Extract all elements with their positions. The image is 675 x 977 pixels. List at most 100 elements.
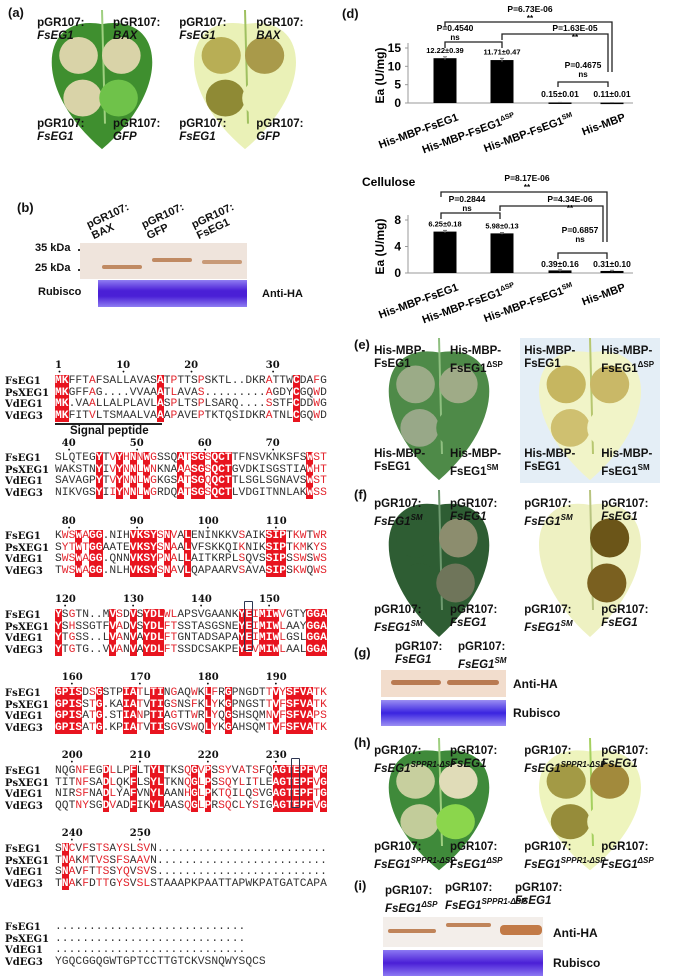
position-number: 50 — [130, 438, 144, 456]
infiltration-lesion — [439, 365, 478, 404]
infiltration-lesion — [400, 563, 439, 603]
infiltration-lesion — [245, 36, 285, 74]
antibody-label: Anti-HA — [262, 288, 303, 300]
sequence-name: PsXEG1 — [5, 542, 50, 554]
sequence-row: TITNFSADLQKFLSYLTKNQGLPSSQYLITLEAGTEPFVG — [55, 776, 327, 789]
leaf-image — [539, 337, 641, 481]
p-value-label: P=0.4675 — [565, 60, 602, 70]
infiltration-lesion — [99, 79, 138, 117]
significance-label: ns — [450, 33, 460, 42]
bar — [548, 102, 572, 104]
construct-label: pGR107: FsEG1 — [450, 604, 498, 629]
infiltration-lesion — [587, 409, 627, 447]
bar — [600, 270, 624, 273]
infiltration-lesion — [439, 763, 478, 799]
sequence-row: SWSWAGG.QNNVKSYPNALLAITKRPLSQVSSIPSSWSWS — [55, 553, 327, 566]
sequence-name: FsEG1 — [5, 844, 41, 855]
significance-bracket — [557, 252, 608, 259]
infiltration-lesion — [396, 763, 435, 799]
sequence-row: NQGNFEGDLLPFLTYLTKSQGVPSSYVATSFQAGTEPFVG — [55, 765, 327, 777]
construct-label: His-MBP- FsEG1 — [374, 345, 426, 371]
infiltration-lesion — [587, 563, 627, 603]
sequence-row: MKFFTAFSALLAVASATPTTSPSKTL..DKRATTWCDAFG — [55, 375, 327, 387]
leaf-image — [194, 9, 296, 150]
infiltration-lesion — [439, 518, 478, 558]
panel-label-i: (i) — [354, 878, 367, 893]
panel-label-e: (e) — [354, 337, 370, 352]
construct-label: pGR107: FsEG1 — [179, 117, 227, 143]
sequence-name: PsXEG1 — [5, 464, 50, 476]
construct-label: pGR107: FsEG1ΔSP — [450, 840, 503, 871]
y-axis-label: Ea (U/mg) — [373, 47, 387, 103]
sequence-row: MK.VAALLALPLAVLASPLTSPLSARQ....SSTFCDDWG — [55, 398, 327, 411]
infiltration-lesion — [59, 36, 98, 74]
sequence-name: VdEG1 — [5, 554, 43, 566]
sequence-name: VdEG1 — [5, 476, 43, 488]
antibody-label: Anti-HA — [553, 926, 598, 940]
infiltration-lesion — [400, 409, 439, 447]
infiltration-lesion — [63, 79, 102, 117]
sequence-row: MKFITVLTSMAALVAAAPAVEPTKTQSIDKRATNLCGQWD — [55, 409, 327, 422]
infiltration-lesion — [550, 409, 590, 447]
position-number: 200 — [62, 750, 83, 768]
construct-label: pGR107: BAX — [256, 17, 304, 43]
sequence-name: PsXEG1 — [5, 699, 50, 711]
anti-ha-blot — [383, 917, 543, 947]
infiltration-lesion — [400, 804, 439, 840]
construct-label: pGR107: GFP — [256, 117, 304, 143]
sequence-row: YSHSSGTFVADVSYDLFTSSTASGSNEYEIMIWLAAYGGA — [55, 620, 327, 633]
y-tick-label: 10 — [388, 59, 402, 73]
anti-ha-blot — [80, 243, 247, 279]
sequence-name: PsXEG1 — [5, 777, 50, 789]
y-axis-label: Ea (U/mg) — [373, 218, 387, 274]
sequence-row: SLQTEGYTVYHNNWGSSQATSGSQCTTFNSVKNKSFSWST — [55, 452, 327, 464]
bar — [433, 231, 457, 273]
construct-label: His-MBP- FsEG1SM — [601, 448, 653, 479]
lane-label: pGR107: FsEG1 — [515, 882, 563, 907]
y-tick-label: 0 — [394, 96, 401, 110]
p-value-label: P=4.34E-06 — [547, 194, 592, 204]
significance-bracket — [557, 81, 609, 87]
sequence-row: YTGTG..VVANVAYDLFTSSDCSAKPEYEVMIWLAALGGA — [55, 643, 327, 656]
significance-bracket — [440, 212, 501, 219]
value-label: 11.71±0.47 — [483, 47, 520, 56]
construct-label: pGR107: FsEG1 — [601, 744, 649, 770]
sequence-name: FsEG1 — [5, 610, 41, 621]
leaf-image — [539, 737, 641, 871]
construct-label: pGR107: FsEG1 — [37, 17, 85, 43]
leaf-f-left: pGR107: FsEG1SM pGR107: FsEG1 pGR107: FsEG1SM… — [370, 489, 508, 640]
infiltration-lesion — [587, 804, 627, 840]
signal-peptide-line — [55, 423, 162, 425]
position-number: 180 — [198, 672, 219, 690]
sequence-row: GPISATG.KPIATVTISGVSWQLYKGAHSQMTVFSFVATK — [55, 721, 327, 734]
leaf-image — [388, 737, 490, 871]
infiltration-lesion — [546, 365, 586, 404]
construct-label: pGR107: FsEG1SM — [374, 604, 423, 634]
band — [500, 925, 542, 935]
infiltration-lesion — [436, 409, 475, 447]
catalytic-residue-box — [291, 758, 300, 808]
position-number: 90 — [130, 516, 144, 534]
catalytic-residue-box — [244, 601, 253, 651]
band — [446, 923, 491, 927]
construct-label: pGR107: FsEG1SM — [524, 604, 573, 634]
y-tick-label: 5 — [394, 78, 401, 92]
y-tick-label: 0 — [394, 266, 401, 280]
significance-label: ** — [527, 14, 534, 23]
sequence-row: SAVAGPYTVYNNLWGKGSATSGQQCTTLSGLSGNAVSWST — [55, 475, 327, 488]
sequence-name: PsXEG1 — [5, 387, 50, 399]
rubisco-label: Rubisco — [553, 956, 601, 970]
sequence-name: VdEG1 — [5, 399, 43, 411]
sequence-name: FsEG1 — [5, 376, 41, 387]
position-number: 10 — [116, 360, 130, 378]
infiltration-lesion — [546, 763, 586, 799]
lane-label: pGR107: FsEG1 — [189, 201, 236, 242]
marker-35kda: 35 kDa — [35, 242, 71, 254]
sequence-name: VdEG3 — [5, 644, 43, 656]
bar — [600, 102, 624, 105]
value-label: 0.31±0.10 — [593, 259, 631, 269]
rubisco-gel — [98, 280, 247, 307]
sequence-row: QQTNYSGDVADFIKYLAASQGLPRSQCLYSIGAGTEPFVG — [55, 799, 327, 812]
construct-label: pGR107: FsEG1SPPR1-ΔSP — [524, 840, 606, 871]
significance-label: ns — [575, 235, 585, 244]
